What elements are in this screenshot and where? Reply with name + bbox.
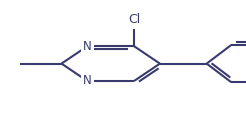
Text: Cl: Cl — [128, 13, 140, 26]
Text: N: N — [83, 75, 92, 87]
Text: N: N — [83, 40, 92, 53]
